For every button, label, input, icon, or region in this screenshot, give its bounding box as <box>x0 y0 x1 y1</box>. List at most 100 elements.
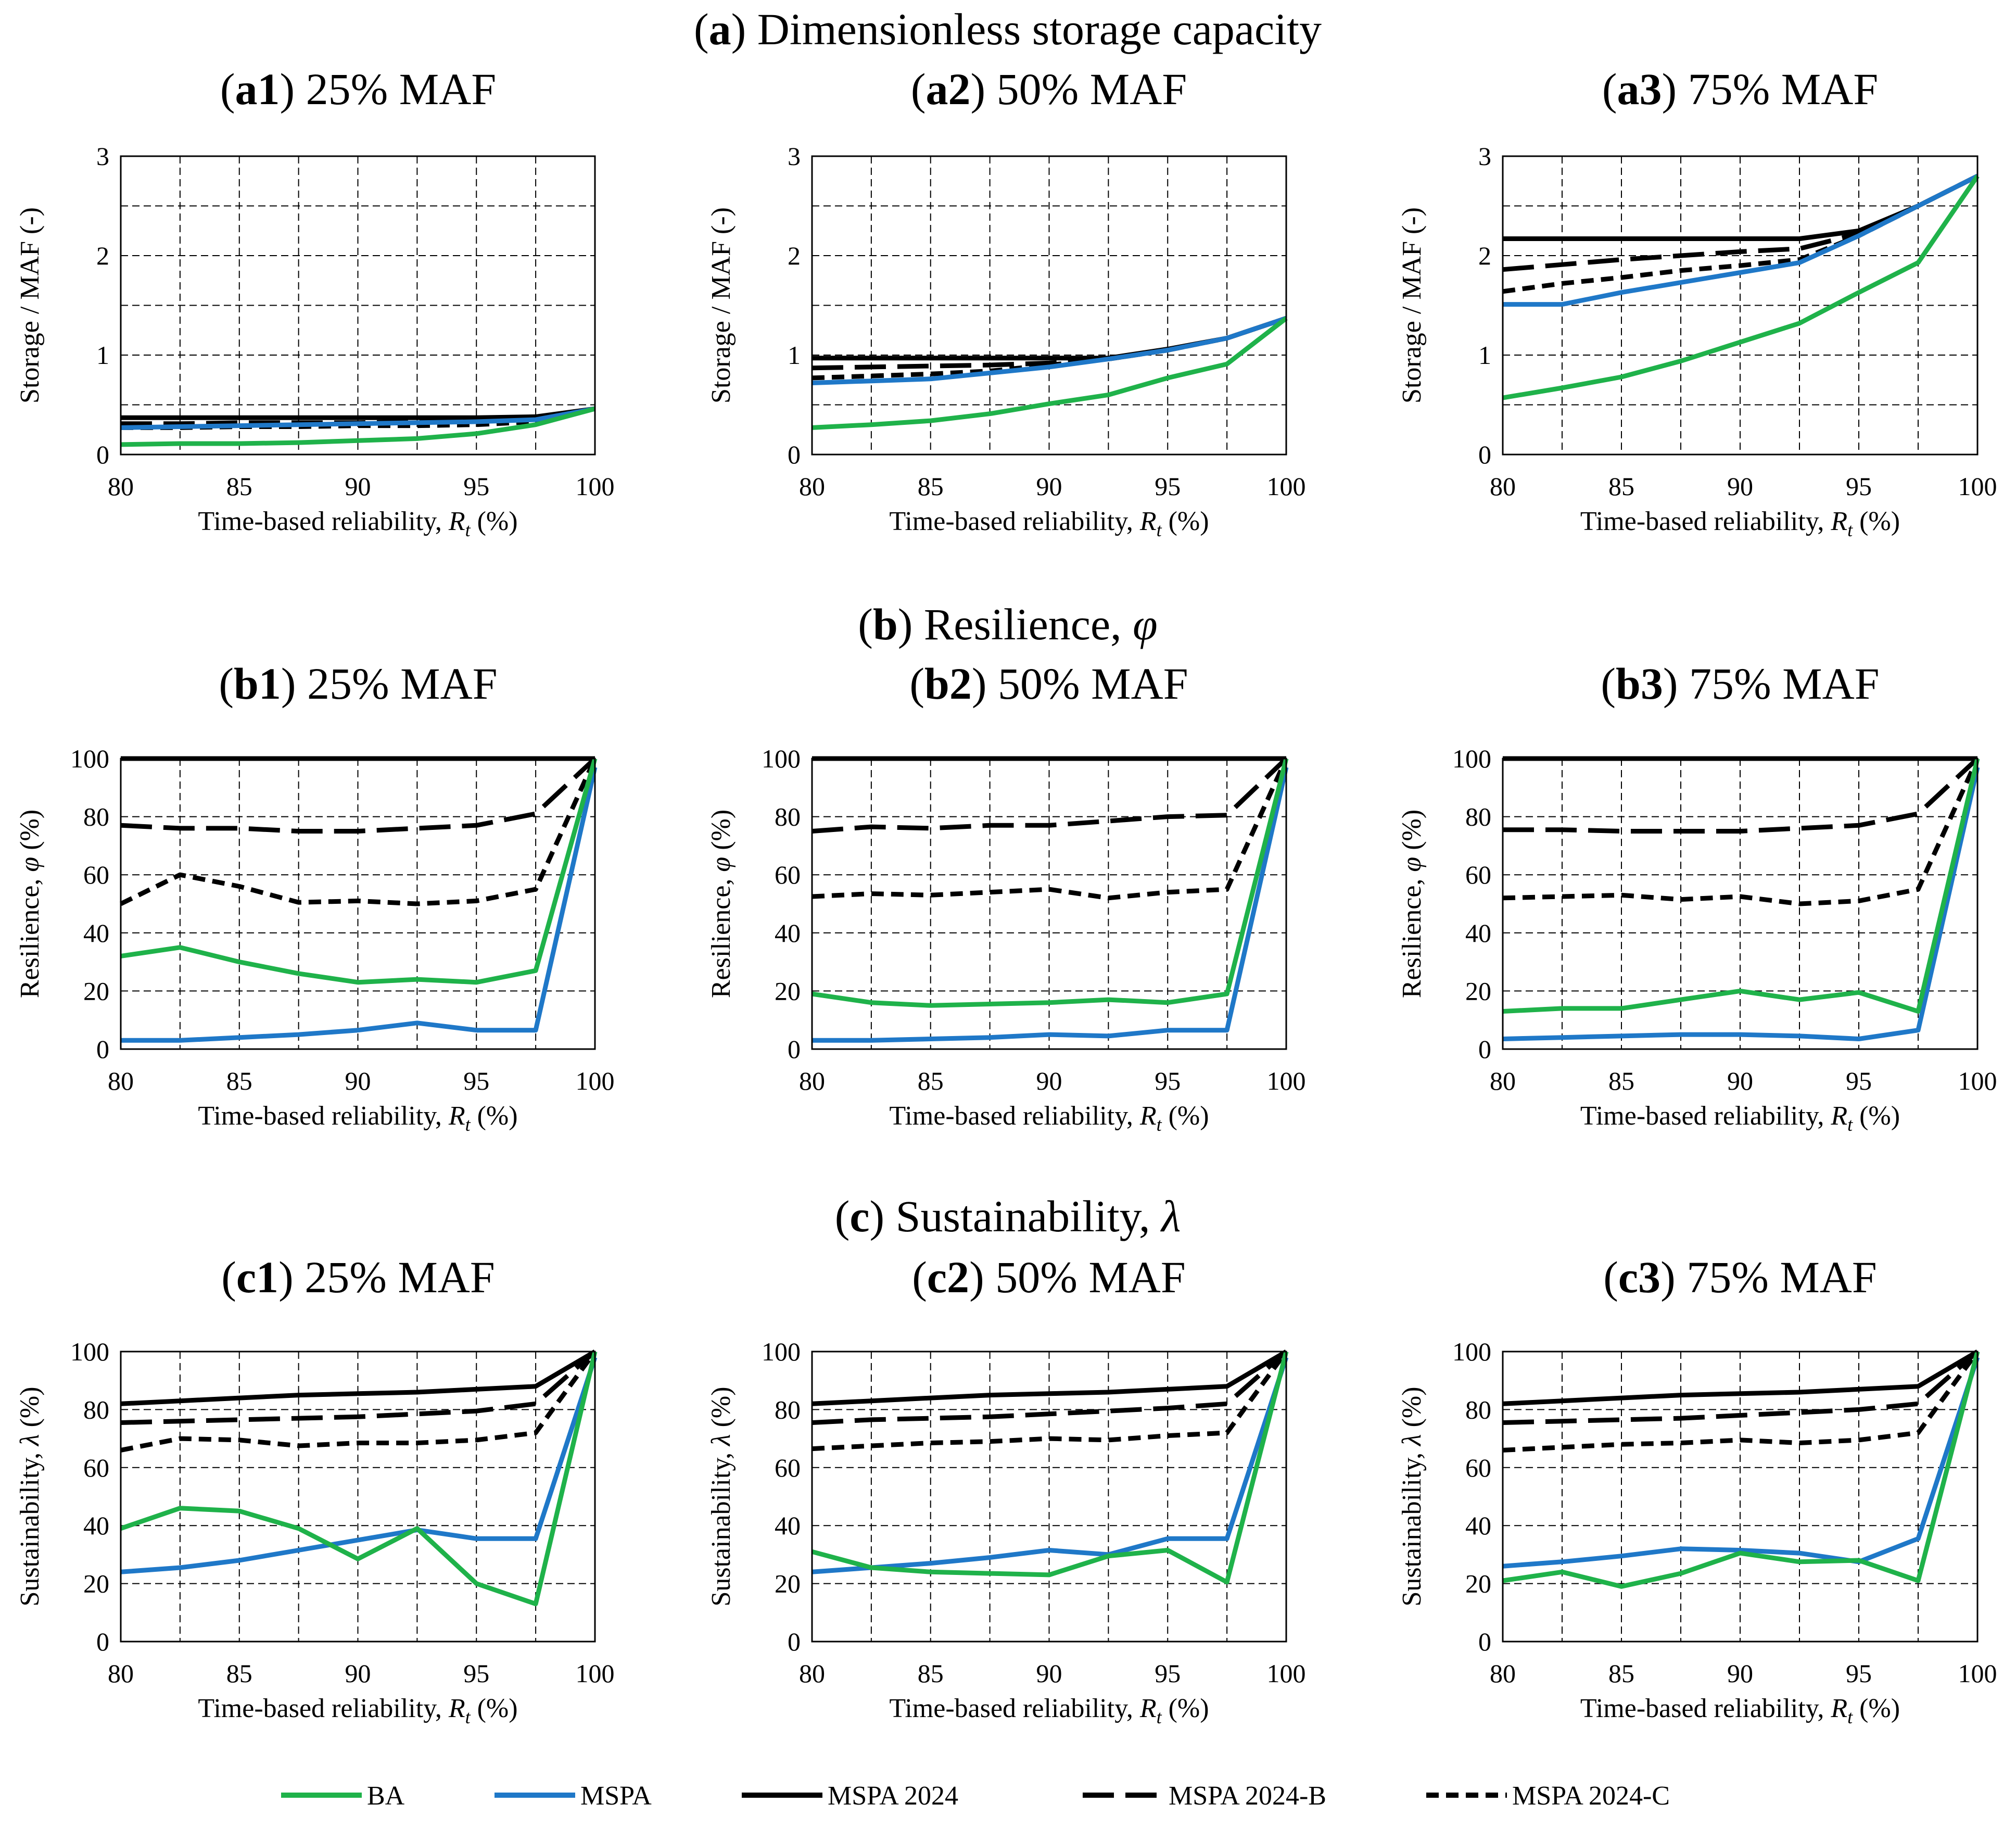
chart-panel-b3: (b3) 75% MAF 0 20 40 60 80 100 80 85 90 95 100 Time-… <box>1397 659 1997 1135</box>
panel-id: c3 <box>1618 1252 1660 1302</box>
x-tick-label: 85 <box>1608 1066 1634 1095</box>
plot-frame <box>811 155 1287 456</box>
y-tick-label: 0 <box>96 1627 109 1656</box>
panel-id: a3 <box>1617 64 1662 114</box>
panel-subtitle: 50% MAF <box>984 1252 1186 1302</box>
x-tick-label: 80 <box>1490 1066 1516 1095</box>
y-tick-label: 2 <box>788 241 801 270</box>
series-line-mspa-2024-c <box>812 1350 1288 1452</box>
chart-panel-b2: (b2) 50% MAF 0 20 40 60 80 100 80 85 90 95 100 Time-… <box>706 659 1306 1135</box>
x-tick-label: 95 <box>1846 1066 1872 1095</box>
y-tick-label: 40 <box>775 918 801 948</box>
y-tick-label: 40 <box>83 918 109 948</box>
series-line-mspa <box>1502 1356 1980 1569</box>
chart-panel-c3: (c3) 75% MAF 0 20 40 60 80 100 80 85 90 95 100 Time-… <box>1397 1252 1997 1727</box>
y-tick-label: 100 <box>70 744 109 773</box>
chart-panel-a2: (a2) 50% MAF 0 1 2 3 80 85 90 95 100 Time-based re… <box>706 64 1306 540</box>
panel-title: (c1) 25% MAF <box>221 1252 495 1302</box>
series-line-ba <box>1502 758 1980 1014</box>
x-tick-label: 100 <box>1958 472 1997 501</box>
series-line-ba <box>812 316 1288 430</box>
plot-frame <box>1502 1351 1979 1643</box>
x-tick-label: 100 <box>576 1066 615 1095</box>
plot-frame <box>120 1351 596 1643</box>
y-axis-label: Storage / MAF (-) <box>1397 207 1427 403</box>
y-tick-label: 0 <box>1478 1035 1491 1064</box>
plot-frame <box>1502 758 1979 1050</box>
y-tick-label: 80 <box>775 802 801 831</box>
series-line-mspa-2024-b <box>812 756 1288 834</box>
series-line-mspa-2024 <box>1502 1349 1979 1406</box>
x-tick-label: 85 <box>226 1066 252 1095</box>
x-tick-label: 95 <box>463 1659 489 1688</box>
x-tick-label: 90 <box>345 472 371 501</box>
y-tick-label: 0 <box>788 1627 801 1656</box>
y-tick-label: 2 <box>96 241 109 270</box>
y-axis-label: Resilience, φ (%) <box>1397 810 1427 998</box>
x-tick-label: 95 <box>1155 1066 1181 1095</box>
series-line-mspa <box>812 1356 1289 1574</box>
x-tick-label: 85 <box>1608 472 1634 501</box>
series-line-mspa <box>121 766 598 1043</box>
y-tick-label: 100 <box>762 1337 801 1366</box>
y-tick-label: 80 <box>83 802 109 831</box>
y-tick-label: 80 <box>1465 1395 1491 1424</box>
y-tick-label: 1 <box>1478 340 1491 370</box>
y-tick-label: 3 <box>1478 142 1491 171</box>
y-tick-label: 1 <box>96 340 109 370</box>
y-tick-label: 100 <box>1452 744 1491 773</box>
series-line-mspa <box>120 406 595 430</box>
panel-id: c2 <box>927 1252 969 1302</box>
y-tick-label: 100 <box>1452 1337 1491 1366</box>
x-tick-label: 90 <box>1036 1066 1062 1095</box>
y-axis-label: Resilience, φ (%) <box>706 810 736 998</box>
x-tick-label: 85 <box>918 472 944 501</box>
series-line-ba <box>120 406 596 447</box>
y-tick-label: 20 <box>83 976 109 1005</box>
y-tick-label: 80 <box>1465 802 1491 831</box>
x-tick-label: 95 <box>1846 1659 1872 1688</box>
panel-title: (b3) 75% MAF <box>1601 659 1879 709</box>
section-name: Resilience, <box>912 599 1133 649</box>
section-letter: a <box>709 4 731 54</box>
y-tick-label: 20 <box>83 1569 109 1598</box>
x-tick-label: 80 <box>1490 472 1516 501</box>
legend-label: BA <box>367 1781 405 1811</box>
x-axis-label: Time-based reliability, Rt (%) <box>198 1101 517 1135</box>
y-tick-label: 100 <box>762 744 801 773</box>
x-tick-label: 90 <box>1727 1659 1753 1688</box>
x-axis-label: Time-based reliability, Rt (%) <box>1580 507 1900 540</box>
x-tick-label: 80 <box>799 1659 825 1688</box>
panel-title: (c3) 75% MAF <box>1603 1252 1877 1302</box>
panel-title: (a3) 75% MAF <box>1602 64 1878 114</box>
series-line-mspa-2024-c <box>1502 758 1980 906</box>
y-tick-label: 40 <box>1465 918 1491 948</box>
series-line-mspa-2024-b <box>120 756 597 834</box>
series-line-mspa-2024-c <box>120 1350 597 1453</box>
y-tick-label: 60 <box>775 860 801 889</box>
y-tick-label: 60 <box>83 860 109 889</box>
plot-frame <box>120 758 596 1050</box>
series-line-mspa-2024-b <box>812 1349 1288 1425</box>
panel-title: (c2) 50% MAF <box>912 1252 1186 1302</box>
series-line-mspa-2024-c <box>812 758 1289 901</box>
legend-label: MSPA 2024-C <box>1512 1781 1670 1811</box>
series-line-mspa <box>120 1356 598 1574</box>
legend-item-mspa-2024-b: MSPA 2024-B <box>1083 1781 1326 1811</box>
x-tick-label: 80 <box>108 1066 134 1095</box>
series-line-mspa-2024-b <box>1502 1349 1979 1425</box>
y-tick-label: 80 <box>83 1395 109 1424</box>
plot-frame <box>811 1351 1287 1643</box>
y-tick-label: 60 <box>1465 1453 1491 1482</box>
section-symbol: φ <box>1133 599 1158 649</box>
plot-frame <box>811 758 1287 1050</box>
legend-item-mspa: MSPA <box>495 1781 652 1811</box>
y-tick-label: 0 <box>96 440 109 469</box>
x-tick-label: 100 <box>1267 472 1306 501</box>
x-tick-label: 90 <box>1036 1659 1062 1688</box>
panel-subtitle: 75% MAF <box>1677 64 1878 114</box>
x-axis-label: Time-based reliability, Rt (%) <box>1580 1694 1900 1727</box>
panel-subtitle: 50% MAF <box>987 659 1188 709</box>
y-tick-label: 60 <box>83 1453 109 1482</box>
